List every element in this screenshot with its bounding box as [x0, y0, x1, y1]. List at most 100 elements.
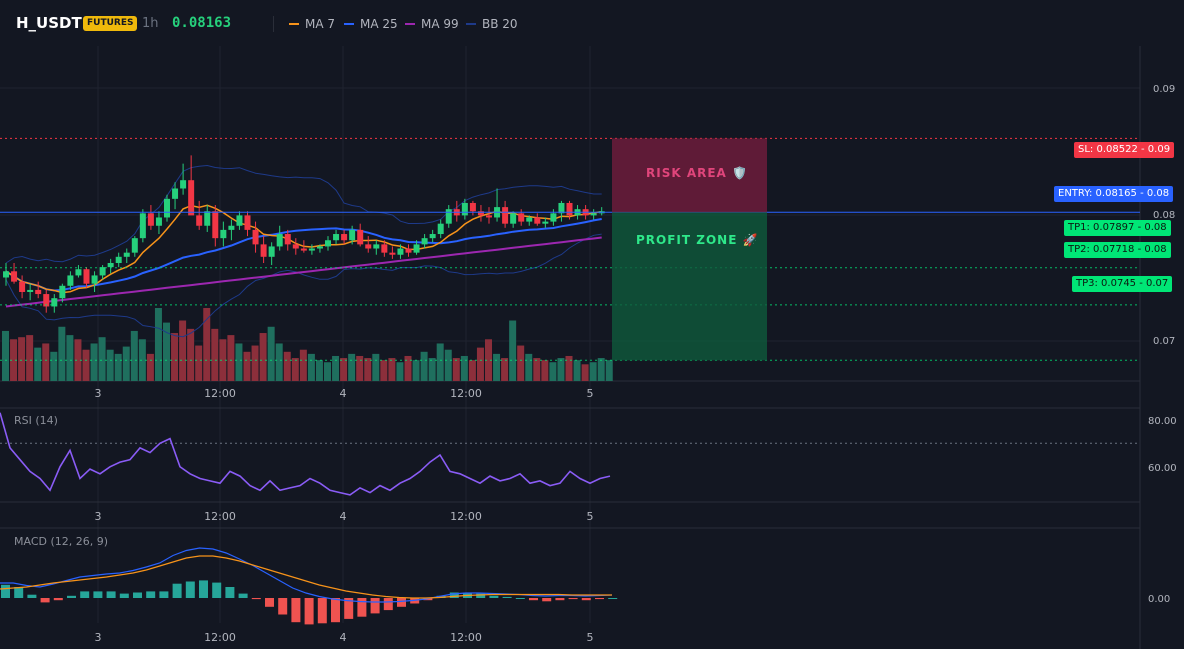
candle-body — [43, 294, 50, 307]
candle-body — [236, 215, 243, 226]
candle-body — [534, 217, 541, 224]
ma25-line — [5, 218, 602, 292]
volume-bar — [243, 351, 251, 381]
volume-bar — [219, 339, 227, 381]
macd-hist-bar — [344, 598, 354, 619]
volume-bar — [18, 337, 26, 381]
candle-body — [123, 252, 130, 257]
volume-bar — [525, 353, 533, 381]
candle-body — [373, 244, 380, 249]
candle-body — [244, 215, 251, 230]
legend-ma7[interactable]: MA 7 — [289, 17, 335, 31]
legend-bb20[interactable]: BB 20 — [466, 17, 518, 31]
tp3-tag-axis: 0.07 — [1146, 278, 1169, 289]
x-axis-label-macd: 12:00 — [204, 631, 236, 644]
candle-body — [477, 211, 484, 216]
price-axis-tick: 0.07 — [1153, 336, 1175, 347]
candle-body — [357, 229, 364, 245]
tp3-price-tag: TP3: 0.0745 - 0.07 — [1072, 276, 1173, 292]
candle-body — [11, 271, 18, 282]
volume-bar — [573, 360, 581, 381]
price-axis-tick: 0.08 — [1153, 210, 1175, 221]
candle-body — [502, 207, 509, 224]
macd-hist-bar — [370, 598, 380, 614]
volume-bar — [299, 349, 307, 381]
volume-bar — [179, 320, 187, 381]
candle-body — [155, 217, 162, 226]
volume-bar — [227, 335, 235, 381]
volume-bar — [420, 351, 428, 381]
volume-bar — [203, 308, 211, 381]
ma99-line — [5, 236, 602, 308]
volume-bar — [307, 353, 315, 381]
macd-hist-bar — [1, 584, 10, 598]
profit-zone-label: PROFIT ZONE 🚀 — [636, 233, 759, 247]
macd-hist-bar — [291, 598, 301, 623]
candle-body — [204, 211, 211, 226]
tp1-price-tag: TP1: 0.07897 - 0.08 — [1064, 220, 1171, 236]
macd-hist-bar — [595, 598, 604, 600]
tp3-tag-label: TP3: 0.0745 — [1076, 278, 1137, 289]
macd-hist-bar — [515, 598, 525, 599]
x-axis-label-rsi: 12:00 — [450, 510, 482, 523]
candle-body — [437, 223, 444, 235]
macd-histogram — [1, 580, 618, 625]
candle-body — [268, 246, 275, 257]
timeframe-label[interactable]: 1h — [142, 16, 159, 31]
candle-body — [397, 248, 404, 255]
candle-body — [115, 256, 122, 264]
legend-ma99[interactable]: MA 99 — [405, 17, 459, 31]
x-axis-label-rsi: 5 — [587, 510, 594, 523]
rsi-axis-tick: 60.00 — [1148, 463, 1177, 474]
candle-body — [196, 215, 203, 226]
volume-bar — [436, 343, 444, 381]
candle-body — [83, 269, 90, 284]
candle-body — [518, 213, 525, 222]
macd-hist-bar — [304, 598, 314, 625]
sl-price-tag: SL: 0.08522 - 0.09 — [1074, 142, 1175, 158]
symbol-title[interactable]: H_USDT — [16, 14, 82, 32]
volume-bar — [275, 343, 283, 381]
rsi-panel-label: RSI (14) — [14, 414, 58, 427]
grid-lines — [0, 46, 1141, 649]
volume-bar — [509, 320, 517, 381]
candle-body — [131, 238, 138, 253]
volume-bar — [364, 358, 372, 381]
legend-ma25[interactable]: MA 25 — [344, 17, 398, 31]
volume-bar — [130, 330, 138, 381]
x-axis-label-main: 12:00 — [450, 387, 482, 400]
x-axis-label-macd: 4 — [340, 631, 347, 644]
volume-bar — [412, 360, 420, 381]
chart-header: H_USDT FUTURES 1h 0.08163 MA 7 MA 25 MA … — [0, 0, 1184, 46]
rsi-line — [0, 412, 611, 496]
volume-bar — [597, 358, 605, 381]
volume-bar — [315, 360, 323, 381]
x-axis-label-main: 12:00 — [204, 387, 236, 400]
volume-bar — [348, 353, 356, 381]
candle-body — [164, 198, 170, 218]
tp2-tag-axis: 0.08 — [1144, 244, 1167, 255]
candle-body — [550, 213, 557, 222]
macd-hist-bar — [119, 593, 129, 598]
volume-bar — [485, 339, 492, 381]
candle-body — [405, 248, 412, 253]
x-axis-label-rsi: 3 — [95, 510, 102, 523]
candle-body — [542, 221, 549, 224]
tp1-tag-label: TP1: 0.07897 — [1068, 222, 1135, 233]
tp1-tag-axis: 0.08 — [1144, 222, 1167, 233]
macd-hist-bar — [172, 583, 182, 598]
volume-bar — [565, 355, 573, 381]
profit-zone-box — [612, 212, 767, 361]
volume-bar — [90, 343, 98, 381]
x-axis-label-main: 3 — [95, 387, 102, 400]
volume-bar — [2, 330, 9, 381]
macd-hist-bar — [133, 592, 142, 598]
candle-body — [276, 234, 283, 247]
candles — [3, 155, 605, 313]
volume-bar — [533, 358, 541, 381]
volume-bar — [122, 346, 130, 381]
candle-body — [51, 298, 58, 307]
candle-body — [147, 213, 154, 226]
volume-bar — [66, 335, 74, 381]
x-axis-label-macd: 12:00 — [450, 631, 482, 644]
